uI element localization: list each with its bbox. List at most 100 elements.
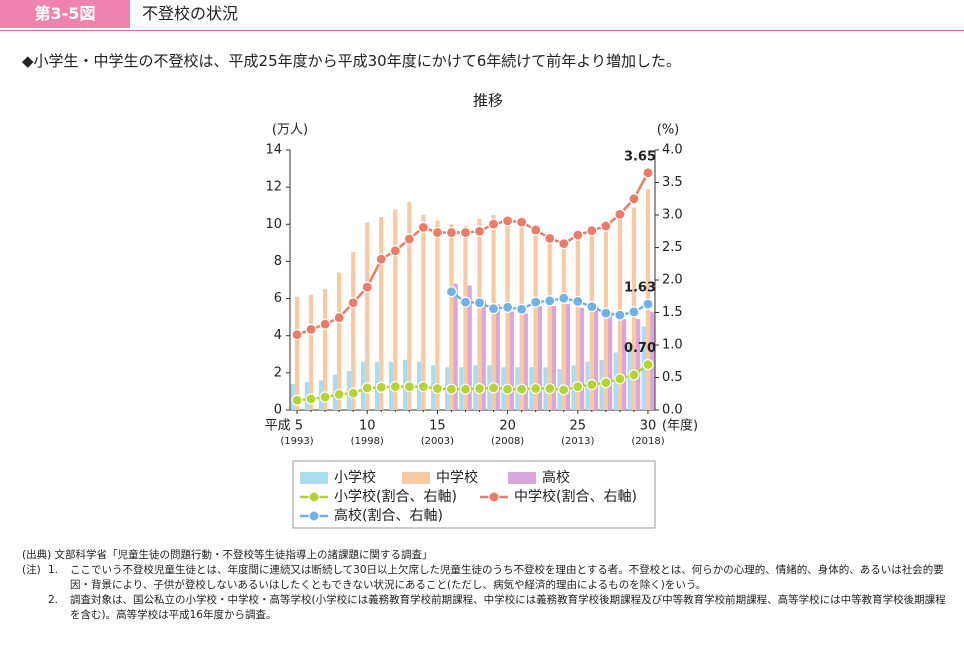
point [501,215,514,227]
point [333,312,345,324]
point [572,229,584,241]
legend-swatch [508,472,536,484]
point [586,225,598,237]
point [600,307,612,319]
point [445,226,458,239]
point [319,318,331,330]
x-tick-label: 10 [359,419,376,434]
point [473,297,486,309]
point [558,292,570,304]
point [642,167,654,179]
note-text: ここでいう不登校児童生徒とは、年度間に連続又は断続して30日以上欠席した児童生徒… [70,564,944,591]
bar [477,218,482,410]
legend-swatch [300,472,328,484]
legend-label: 高校 [542,469,570,486]
point [600,377,612,389]
y-tick-label: 14 [265,143,282,158]
bar [294,296,300,410]
point [445,286,458,298]
point [375,253,387,265]
x-axis-unit: (年度) [662,418,698,434]
x-tick-sublabel: (2013) [561,436,594,447]
y2-tick-label: 4.0 [662,143,683,158]
point [530,296,542,308]
bar [593,306,599,410]
x-tick-label: 15 [429,419,446,434]
point [614,208,626,220]
bar [407,202,412,410]
point [600,220,612,232]
point [558,238,570,250]
y-tick-label: 2 [274,365,282,380]
bar [519,224,524,410]
bar [393,209,398,410]
point [375,381,387,393]
bar [421,215,426,410]
y-tick-label: 0 [274,403,282,418]
bar [589,229,594,410]
legend-point [308,510,320,522]
point [501,383,514,395]
bar [435,220,440,410]
note: (注) 1. ここでいう不登校児童生徒とは、年度間に連続又は断続して30日以上欠席し… [22,563,947,593]
legend-label: 小学校(割合、右軸) [334,488,457,505]
point [473,225,486,237]
point [628,369,640,381]
bar [509,311,514,410]
legend-swatch [402,472,430,484]
source: (出典) 文部科学省「児童生徒の問題行動・不登校等生徒指導上の諸課題に関する調査… [22,549,433,561]
point [516,216,528,228]
bar [650,311,655,410]
point [544,295,556,307]
point [291,329,303,341]
bar [505,216,510,410]
point [530,382,542,395]
point [614,373,626,385]
x-tick-label: 平成 5 [265,419,303,434]
note-number: 2. [48,594,59,606]
bar [636,319,641,410]
point [319,391,331,403]
bar [308,294,314,410]
x-tick-sublabel: (2003) [421,436,454,447]
data-label: 3.65 [624,149,656,164]
point [389,245,401,257]
point [487,218,500,230]
y-tick-label: 8 [274,254,282,269]
point [572,381,584,393]
point [333,388,345,400]
chart-title: 推移 [473,92,503,110]
point [459,383,472,395]
x-tick-sublabel: (1998) [351,436,384,447]
bar [523,313,528,410]
y-axis-label: (万人) [272,123,308,138]
bar [561,239,566,410]
point [487,382,500,394]
point [459,296,472,308]
point [347,297,359,309]
legend-point [488,491,500,503]
x-tick-label: 25 [570,419,587,434]
chart: 推移 (万人) (%) (年度) 0 2 4 6 8 10 12 14 0.0 0.5 1.0 1.5… [265,92,698,529]
point [347,387,359,399]
header: 第3-5図 不登校の状況 [0,0,964,31]
point [445,383,458,395]
point [473,382,486,395]
point [530,224,542,236]
point [544,232,556,244]
x-tick-label: 30 [640,419,657,434]
point [558,384,570,396]
x-tick-label: 20 [499,419,516,434]
point [516,303,528,315]
point [361,382,373,394]
lead-text: ◆小学生・中学生の不登校は、平成25年度から平成30年度にかけて6年続けて前年よ… [22,52,681,70]
bar [533,229,538,410]
bar [322,289,328,410]
y2-tick-label: 2.0 [662,273,683,288]
bar [551,306,557,410]
y2-tick-label: 1.0 [662,338,683,353]
note: 2. 調査対象は、国公私立の小学校・中学校・高等学校(小学校には義務教育学校前期課… [22,593,947,623]
point [459,226,472,239]
point [417,381,429,393]
legend-box [292,460,656,529]
